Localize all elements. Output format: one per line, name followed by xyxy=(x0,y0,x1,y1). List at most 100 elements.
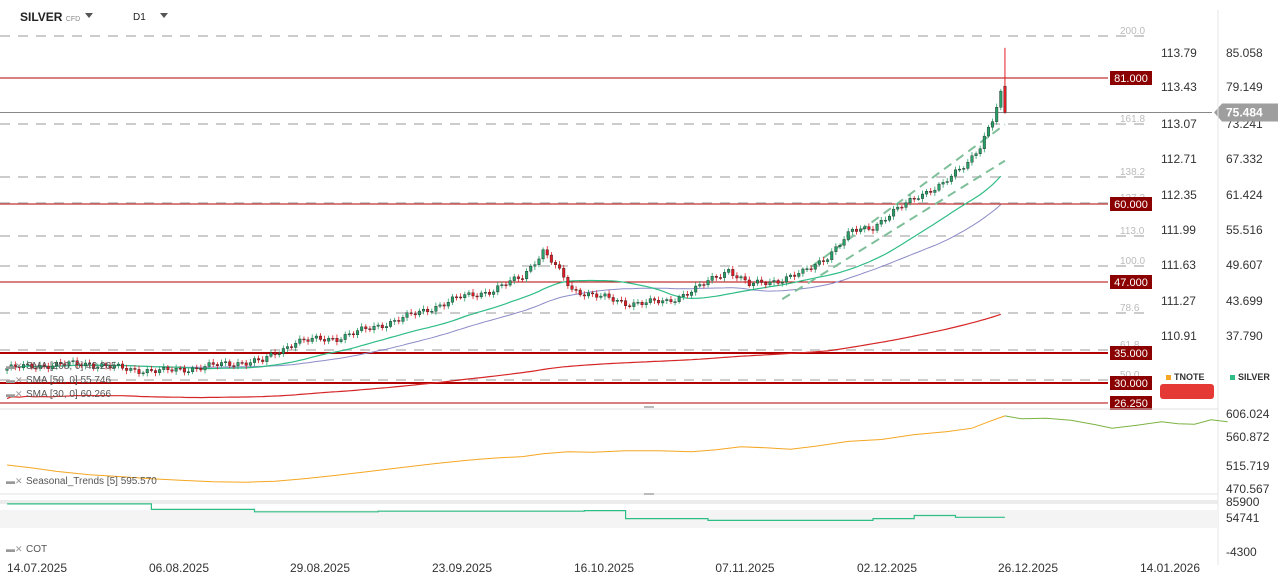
candle-body xyxy=(657,300,661,304)
candle-body xyxy=(875,223,879,231)
candle-body xyxy=(809,268,813,270)
candle-body xyxy=(298,338,302,344)
secondary-y-axis-tick-label: 113.07 xyxy=(1161,117,1197,131)
legend-tnote: TNOTE xyxy=(1166,372,1205,382)
legend-tnote-swatch xyxy=(1166,375,1171,381)
legend-silver-label: SILVER xyxy=(1238,372,1270,382)
candle-body xyxy=(570,285,574,290)
candle-body xyxy=(92,363,96,369)
candle-body xyxy=(426,308,430,313)
indicator-sma30[interactable]: ▬✕ SMA [30, 0] 60.266 xyxy=(6,389,111,400)
candle-body xyxy=(562,267,566,278)
candle-body xyxy=(5,368,9,371)
candle-body xyxy=(347,333,351,336)
candle-body xyxy=(900,206,904,209)
candle-body xyxy=(232,365,236,367)
candle-body xyxy=(100,363,104,368)
indicator-cot[interactable]: ▬✕ COT xyxy=(6,544,47,555)
candle-body xyxy=(669,299,673,302)
timeframe-selector[interactable]: D1 xyxy=(133,12,146,23)
candle-body xyxy=(760,279,764,283)
indicator-settings-close-icon[interactable]: ▬✕ xyxy=(6,361,23,371)
candle-body xyxy=(859,228,863,232)
indicator-settings-close-icon[interactable]: ▬✕ xyxy=(6,375,23,385)
candle-body xyxy=(162,366,166,370)
symbol-selector[interactable]: SILVER CFD xyxy=(20,10,80,24)
candle-body xyxy=(863,226,867,230)
legend-current-badge xyxy=(1160,384,1214,399)
candle-body xyxy=(516,276,520,279)
candle-body xyxy=(933,189,937,193)
candle-body xyxy=(207,362,211,367)
candle-body xyxy=(125,368,129,371)
candle-body xyxy=(661,300,665,304)
candle-body xyxy=(479,292,483,298)
candle-body xyxy=(129,368,133,371)
candle-body xyxy=(228,361,232,366)
indicator-settings-close-icon[interactable]: ▬✕ xyxy=(6,476,23,486)
candle-body xyxy=(500,284,504,286)
price-level-label: 81.000 xyxy=(1114,73,1148,85)
candle-body xyxy=(698,284,702,287)
candle-body xyxy=(401,317,405,322)
candle-body xyxy=(772,280,776,283)
candle-body xyxy=(883,219,887,222)
candle-body xyxy=(582,294,586,297)
candle-body xyxy=(611,297,615,302)
candle-body xyxy=(908,197,912,204)
candle-body xyxy=(13,364,17,368)
seasonal-line-forecast xyxy=(1004,415,1228,429)
candle-body xyxy=(281,348,285,354)
candle-body xyxy=(269,352,273,357)
indicator-sma50[interactable]: ▬✕ SMA [50, 0] 55.746 xyxy=(6,375,111,386)
indicator-sma200[interactable]: ▬✕ SMA [200, 0] 42.265 xyxy=(6,361,117,372)
candle-body xyxy=(71,360,75,363)
candle-body xyxy=(958,168,962,171)
candle-body xyxy=(166,366,170,370)
candle-body xyxy=(492,291,496,295)
candle-body xyxy=(549,254,553,263)
symbol-chevron-down-icon[interactable] xyxy=(85,13,93,18)
candle-body xyxy=(38,364,42,369)
candle-body xyxy=(628,305,632,307)
indicator-settings-close-icon[interactable]: ▬✕ xyxy=(6,544,23,554)
candle-body xyxy=(488,291,491,295)
price-level-label: 35.000 xyxy=(1114,348,1148,360)
candle-body xyxy=(595,293,599,298)
candle-body xyxy=(970,155,974,163)
candle-body xyxy=(368,328,372,331)
candle-body xyxy=(986,126,990,137)
indicator-sma200-label: SMA [200, 0] 42.265 xyxy=(26,361,117,372)
indicator-seasonal[interactable]: ▬✕ Seasonal_Trends [5] 595.570 xyxy=(6,476,157,487)
candle-body xyxy=(261,359,265,362)
x-axis-tick-label: 02.12.2025 xyxy=(857,561,917,575)
candle-body xyxy=(360,326,364,331)
candle-body xyxy=(1003,85,1007,113)
candle-body xyxy=(22,364,26,369)
candle-body xyxy=(252,358,256,363)
candle-body xyxy=(351,333,355,336)
timeframe-chevron-down-icon[interactable] xyxy=(160,13,168,18)
fib-level-label: 50.0 xyxy=(1120,370,1140,381)
candle-body xyxy=(879,220,883,225)
candle-body xyxy=(434,306,438,312)
candle-body xyxy=(314,335,318,339)
candle-body xyxy=(949,175,953,182)
indicator-settings-close-icon[interactable]: ▬✕ xyxy=(6,389,23,399)
candle-body xyxy=(945,181,949,183)
candle-body xyxy=(343,334,347,340)
x-axis-tick-label: 23.09.2025 xyxy=(432,561,492,575)
candle-body xyxy=(405,312,409,318)
candle-body xyxy=(793,274,797,277)
candle-body xyxy=(389,321,393,327)
fib-level-label: 200.0 xyxy=(1120,26,1145,37)
candle-body xyxy=(801,268,805,274)
candle-body xyxy=(768,281,772,286)
candle-body xyxy=(797,273,801,277)
trend-channel-upper xyxy=(810,123,1006,268)
pane-resize-handle xyxy=(644,406,654,408)
candle-body xyxy=(397,320,401,322)
candle-body xyxy=(624,300,628,306)
candle-body xyxy=(133,368,137,370)
candle-body xyxy=(632,302,636,307)
